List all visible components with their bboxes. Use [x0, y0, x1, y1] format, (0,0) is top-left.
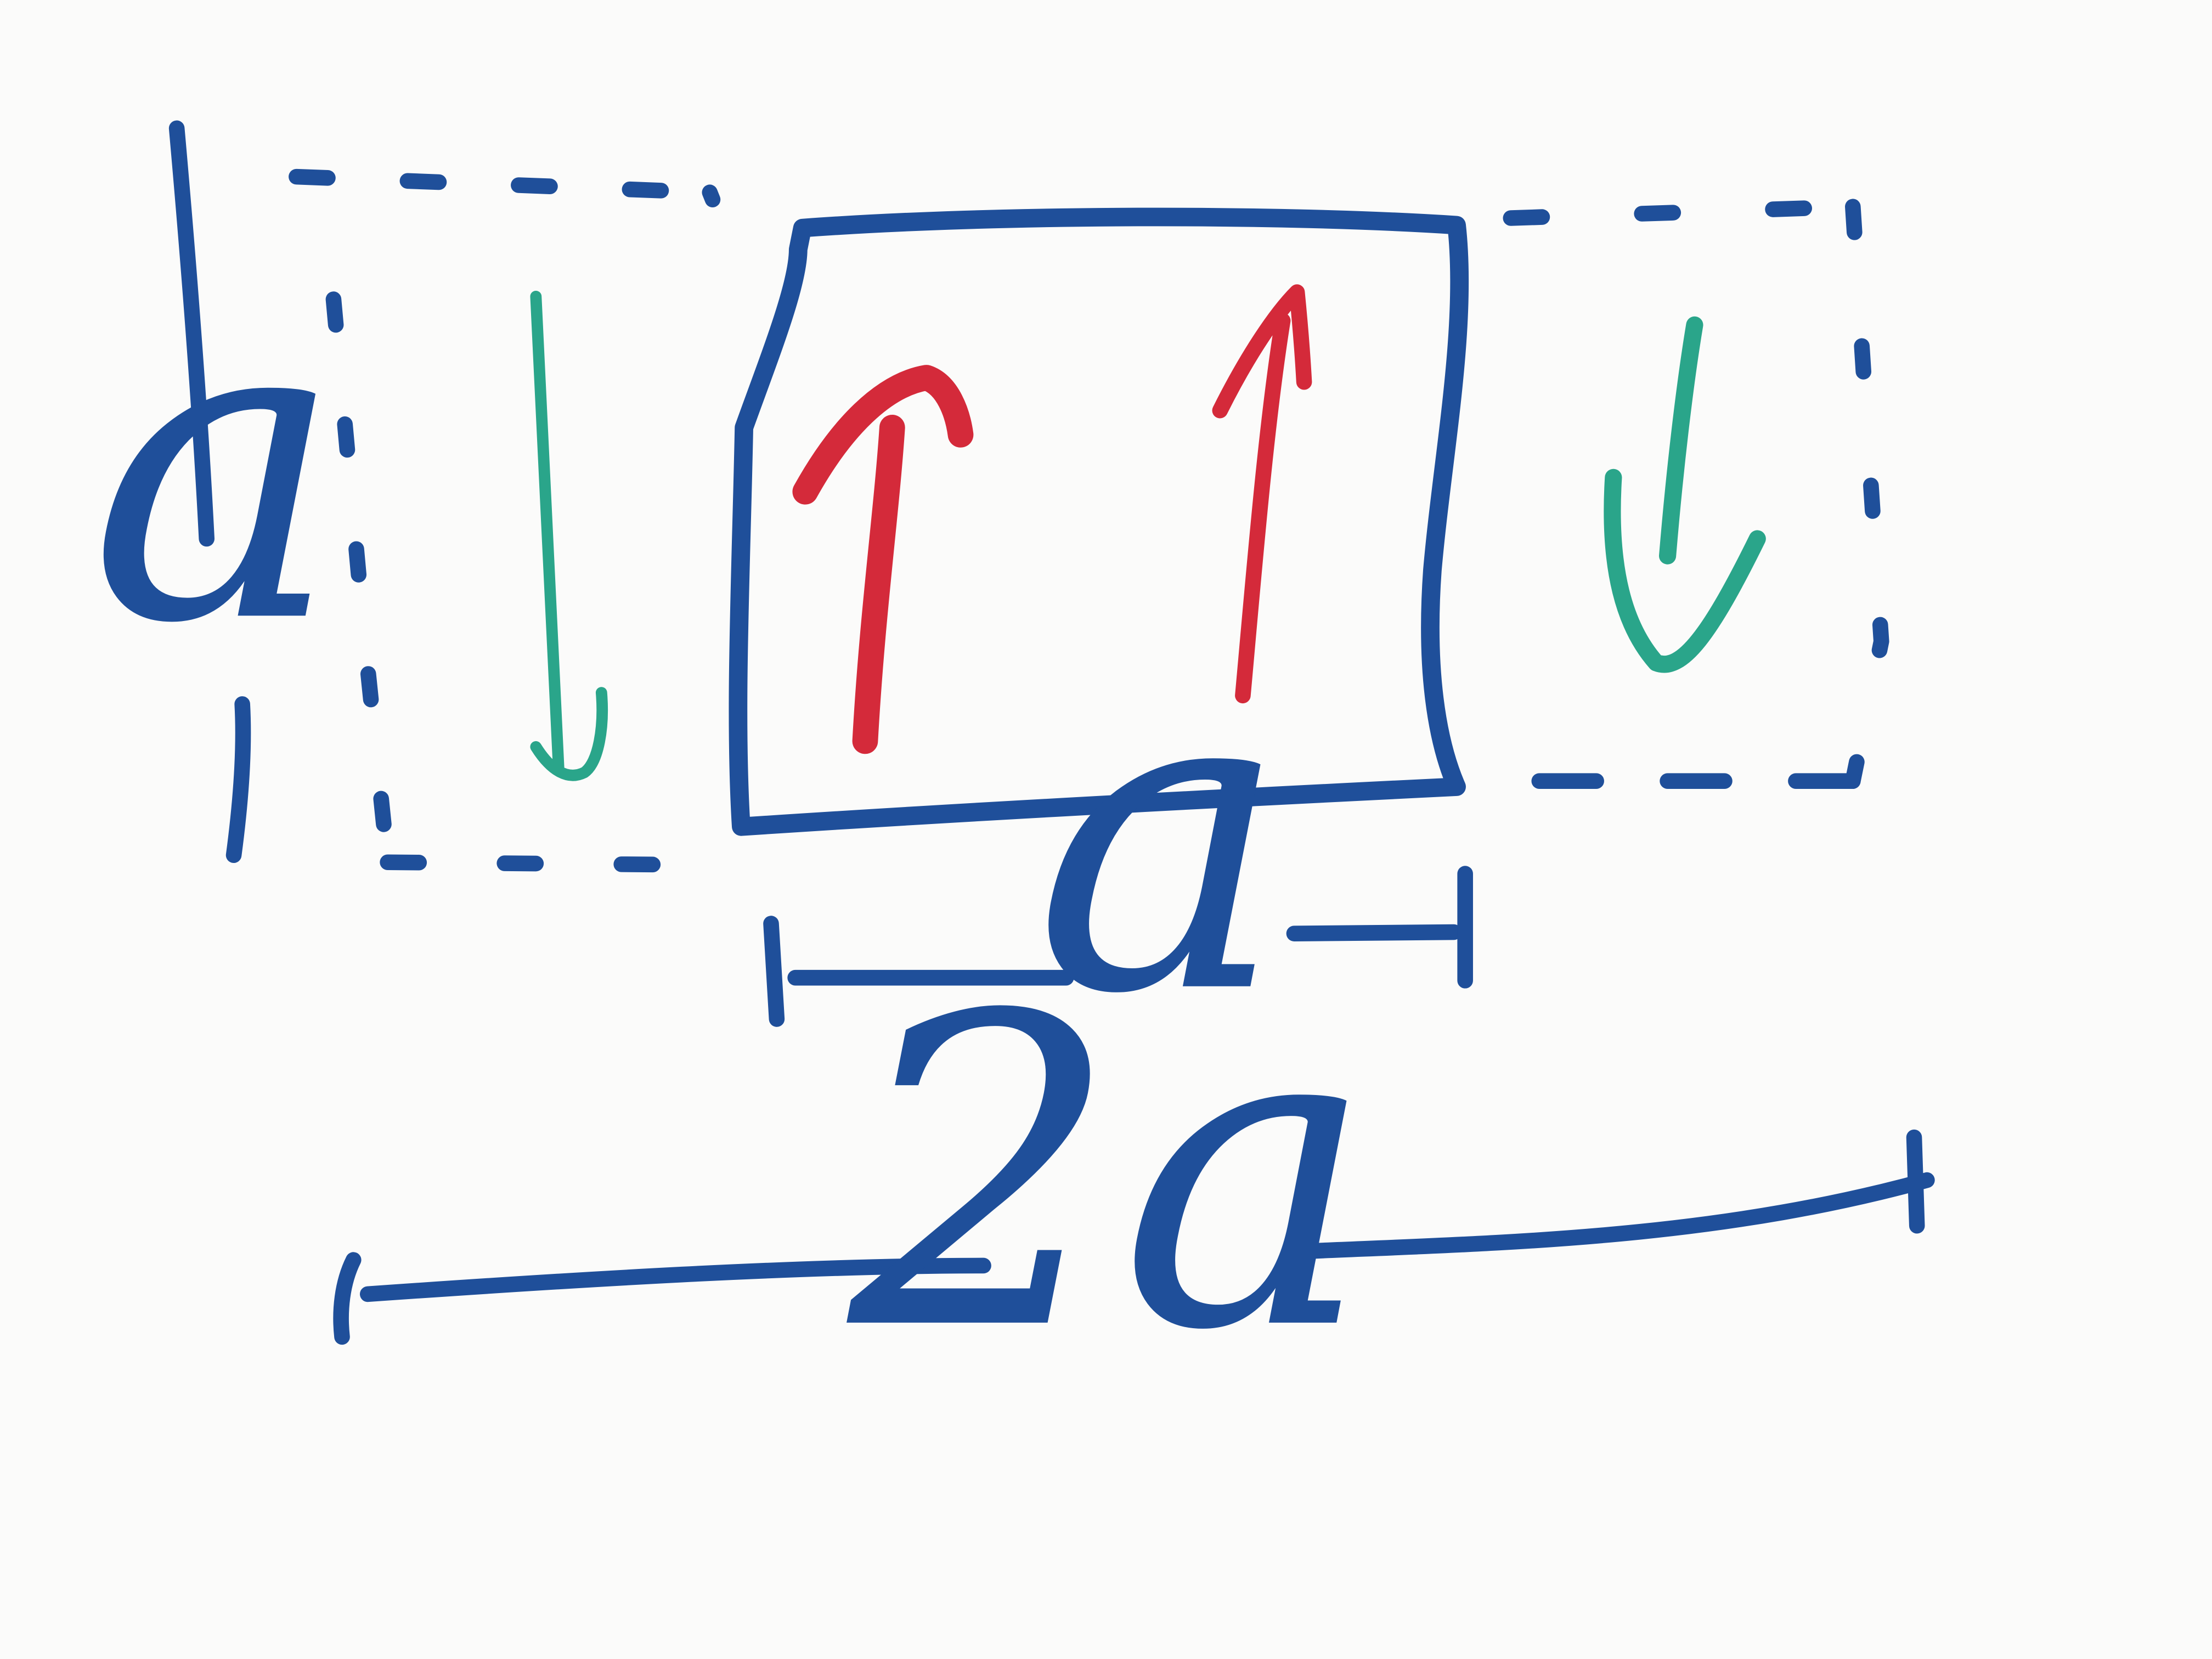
right-dashed-box-side — [1845, 199, 1889, 789]
height-dimension-top — [168, 120, 215, 547]
left-dashed-box-bottom — [380, 854, 732, 873]
total-width-right-line — [1295, 1172, 1935, 1260]
height-dimension-bottom — [225, 696, 251, 864]
inner-width-right-line — [1286, 924, 1462, 941]
inner-width-left-tick — [763, 916, 785, 1027]
total-width-right-tick — [1906, 1129, 1925, 1234]
left-dashed-box — [289, 168, 721, 207]
center-square — [729, 207, 1469, 836]
right-dashed-box-top — [1503, 199, 1861, 226]
total-width-label: 2a — [842, 926, 1375, 1424]
arrow-up-icon — [792, 365, 974, 754]
total-width-left-line — [359, 1257, 991, 1302]
total-width-left-tick — [333, 1252, 362, 1345]
arrow-down-icon — [530, 290, 608, 781]
height-label: a — [89, 219, 345, 716]
inner-width-label: a — [1034, 590, 1289, 1087]
arrow-down-icon — [1604, 316, 1766, 673]
arrow-up-icon — [1212, 284, 1312, 704]
